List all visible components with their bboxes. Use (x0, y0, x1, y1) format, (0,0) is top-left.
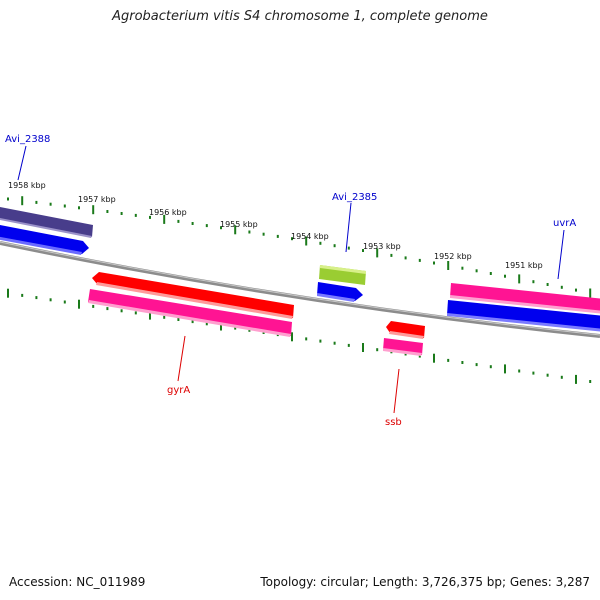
kbp-tick-track-upper (7, 196, 592, 298)
gene-gyrA[interactable] (88, 289, 292, 336)
kbp-label: 1955 kbp (220, 220, 258, 229)
leader-avi-2388 (17, 145, 27, 181)
gene-gyrA-cds[interactable] (92, 272, 294, 318)
label-avi-2388: Avi_2388 (5, 134, 50, 145)
gene-avi-2388[interactable] (0, 206, 93, 237)
gene-uvrA[interactable] (450, 283, 600, 313)
leader-avi-2385 (345, 202, 352, 253)
kbp-label: 1958 kbp (8, 181, 46, 190)
accession-label: Accession: NC_011989 (9, 575, 146, 589)
leader-uvrA (557, 229, 565, 280)
chromosome-backbone (0, 241, 600, 338)
map-title: Agrobacterium vitis S4 chromosome 1, com… (112, 9, 488, 24)
cds-avi-2388[interactable] (0, 224, 89, 254)
leader-gyrA (177, 335, 186, 382)
kbp-label: 1957 kbp (78, 195, 116, 204)
leader-ssb (393, 368, 400, 414)
label-gyrA: gyrA (167, 385, 190, 396)
label-avi-2385: Avi_2385 (332, 192, 377, 203)
cds-uvrA[interactable] (447, 300, 600, 331)
genome-stats-label: Topology: circular; Length: 3,726,375 bp… (260, 575, 590, 589)
label-uvrA: uvrA (553, 218, 576, 229)
kbp-label: 1953 kbp (363, 242, 401, 251)
kbp-tick-track-lower (7, 288, 592, 384)
label-ssb: ssb (385, 417, 402, 428)
kbp-label: 1951 kbp (505, 261, 543, 270)
kbp-label: 1952 kbp (434, 252, 472, 261)
kbp-label: 1956 kbp (149, 208, 187, 217)
kbp-label: 1954 kbp (291, 232, 329, 241)
